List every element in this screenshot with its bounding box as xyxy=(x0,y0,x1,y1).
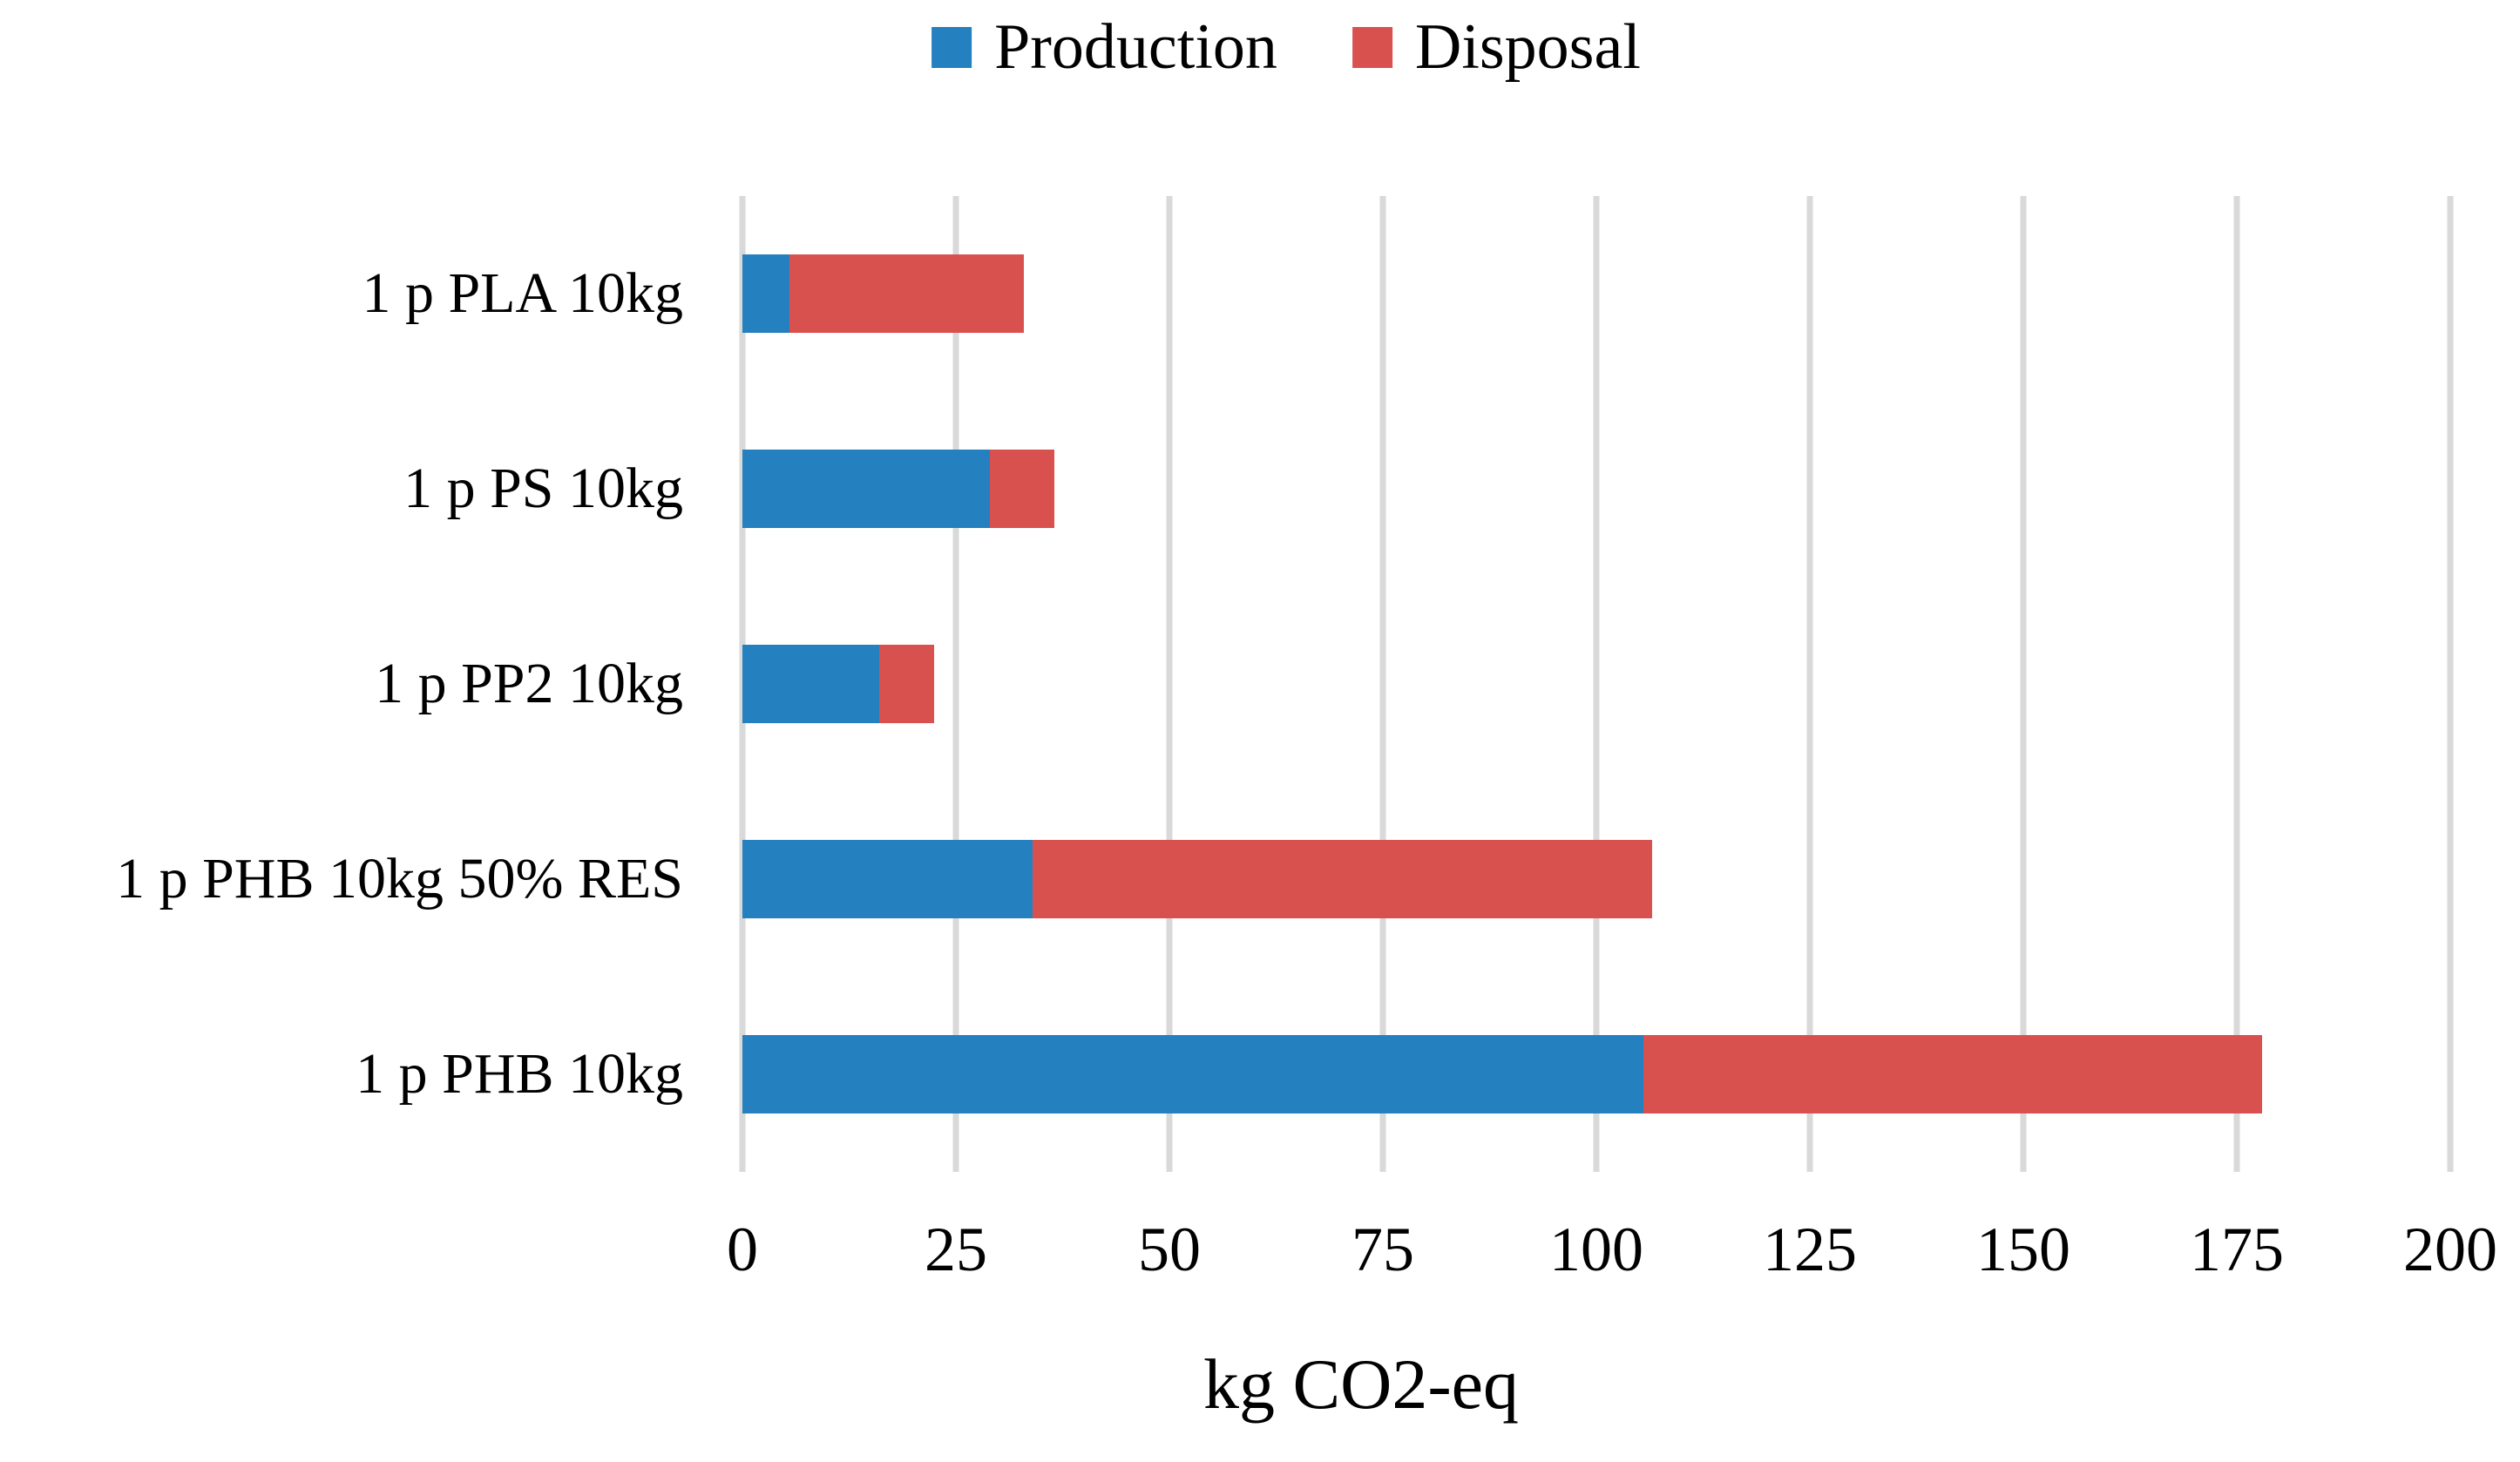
bar-segment-disposal[interactable] xyxy=(789,254,1025,333)
category-label: 1 p PHB 10kg xyxy=(356,1042,683,1106)
x-tick-label-175: 175 xyxy=(2190,1215,2284,1284)
gridline-x-25 xyxy=(952,196,959,1172)
bar-stack-1 p PP2 10kg xyxy=(742,645,2450,723)
bar-segment-production[interactable] xyxy=(742,450,991,528)
gridline-x-125 xyxy=(1806,196,1813,1172)
x-tick-label-25: 25 xyxy=(925,1215,987,1284)
legend-label-disposal: Disposal xyxy=(1414,11,1641,83)
gridline-x-200 xyxy=(2447,196,2454,1172)
category-label: 1 p PP2 10kg xyxy=(375,652,683,715)
gridline-x-75 xyxy=(1379,196,1386,1172)
bar-stack-1 p PHB 10kg 50% RES xyxy=(742,840,2450,918)
bar-segment-disposal[interactable] xyxy=(990,450,1054,528)
x-axis-tick-labels: 0 25 50 75 100 125 150 175 200 xyxy=(727,1215,2497,1296)
bar-segment-production[interactable] xyxy=(742,1035,1643,1113)
bar-segment-disposal[interactable] xyxy=(1033,840,1652,918)
bar-segment-production[interactable] xyxy=(742,254,789,333)
legend-item-production[interactable]: Production xyxy=(931,15,1277,79)
bar-row xyxy=(742,196,2450,391)
category-label: 1 p PHB 10kg 50% RES xyxy=(116,847,683,910)
x-tick-label-200: 200 xyxy=(2403,1215,2497,1284)
bar-stack-1 p PLA 10kg xyxy=(742,254,2450,333)
x-tick-label-75: 75 xyxy=(1351,1215,1414,1284)
x-tick-label-125: 125 xyxy=(1763,1215,1857,1284)
disposal-color-swatch xyxy=(1351,26,1392,68)
x-tick-label-150: 150 xyxy=(1976,1215,2070,1284)
legend-item-disposal[interactable]: Disposal xyxy=(1351,11,1641,83)
bar-segment-disposal[interactable] xyxy=(1643,1035,2263,1113)
bar-row xyxy=(742,586,2450,782)
x-tick-label-0: 0 xyxy=(727,1215,758,1284)
gridline-x-175 xyxy=(2233,196,2240,1172)
y-axis-category-labels: 1 p PLA 10kg 1 p PS 10kg 1 p PP2 10kg 1 p P… xyxy=(0,196,713,1172)
bar-row xyxy=(742,782,2450,977)
plot-area xyxy=(739,196,2454,1172)
bar-segment-disposal[interactable] xyxy=(878,645,935,723)
bar-stack-1 p PS 10kg xyxy=(742,450,2450,528)
bar-segment-production[interactable] xyxy=(742,645,879,723)
x-tick-label-50: 50 xyxy=(1138,1215,1201,1284)
gridline-x-50 xyxy=(1166,196,1173,1172)
bar-stack-1 p PHB 10kg xyxy=(742,1035,2450,1113)
bar-segment-production[interactable] xyxy=(742,840,1033,918)
bar-row xyxy=(742,391,2450,586)
category-label: 1 p PS 10kg xyxy=(403,457,683,520)
production-color-swatch xyxy=(931,26,972,68)
gridline-x-100 xyxy=(1593,196,1600,1172)
chart-legend: Production Disposal xyxy=(931,12,1641,82)
x-axis-title: kg CO2-eq xyxy=(1202,1344,1520,1424)
category-label: 1 p PLA 10kg xyxy=(362,261,683,325)
bar-row xyxy=(742,977,2450,1172)
x-tick-label-100: 100 xyxy=(1549,1215,1643,1284)
legend-label-production: Production xyxy=(994,11,1277,83)
gridline-x-150 xyxy=(2020,196,2027,1172)
